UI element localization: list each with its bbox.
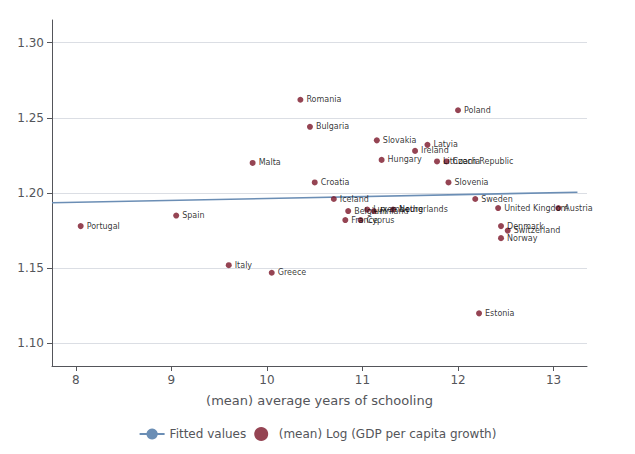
svg-text:Fitted values: Fitted values: [170, 427, 247, 441]
svg-text:Slovenia: Slovenia: [454, 178, 488, 187]
svg-text:Estonia: Estonia: [485, 309, 515, 318]
svg-text:Poland: Poland: [464, 106, 491, 115]
svg-text:Greece: Greece: [278, 268, 307, 277]
svg-text:Switzerland: Switzerland: [513, 226, 561, 236]
svg-text:Cyprus: Cyprus: [367, 216, 395, 225]
svg-text:13: 13: [546, 373, 561, 387]
svg-text:12: 12: [450, 373, 465, 387]
svg-text:Croatia: Croatia: [321, 178, 350, 187]
svg-text:Ireland: Ireland: [421, 146, 449, 156]
svg-text:1.15: 1.15: [17, 261, 44, 275]
svg-text:Belgium: Belgium: [354, 206, 387, 216]
svg-text:1.30: 1.30: [17, 36, 44, 50]
svg-text:1.20: 1.20: [17, 186, 44, 200]
svg-text:Bulgaria: Bulgaria: [316, 122, 349, 131]
svg-text:Czech Republic: Czech Republic: [453, 157, 514, 166]
svg-text:Sweden: Sweden: [481, 195, 513, 204]
svg-text:Austria: Austria: [564, 204, 592, 213]
svg-text:Netherlands: Netherlands: [399, 205, 448, 214]
svg-text:(mean) Log (GDP per capita gro: (mean) Log (GDP per capita growth): [279, 427, 497, 441]
svg-text:Hungary: Hungary: [388, 155, 422, 164]
svg-text:Norway: Norway: [507, 234, 538, 243]
svg-text:Latvia: Latvia: [433, 140, 457, 149]
svg-text:11: 11: [355, 373, 370, 387]
svg-text:France: France: [351, 215, 378, 225]
svg-text:9: 9: [168, 373, 176, 387]
svg-text:Portugal: Portugal: [87, 222, 120, 231]
svg-text:1.25: 1.25: [17, 111, 44, 125]
svg-text:Romania: Romania: [306, 95, 341, 104]
svg-text:Slovakia: Slovakia: [383, 136, 417, 145]
svg-text:(mean) average years of school: (mean) average years of schooling: [206, 393, 433, 408]
svg-text:8: 8: [72, 373, 80, 387]
svg-text:10: 10: [259, 373, 274, 387]
svg-text:1.10: 1.10: [17, 336, 44, 350]
svg-text:Italy: Italy: [235, 261, 253, 270]
svg-text:United Kingdom: United Kingdom: [504, 204, 568, 213]
svg-text:Malta: Malta: [259, 158, 281, 167]
svg-text:Finland: Finland: [380, 206, 409, 216]
svg-text:Spain: Spain: [182, 211, 204, 220]
svg-text:Iceland: Iceland: [340, 195, 369, 204]
